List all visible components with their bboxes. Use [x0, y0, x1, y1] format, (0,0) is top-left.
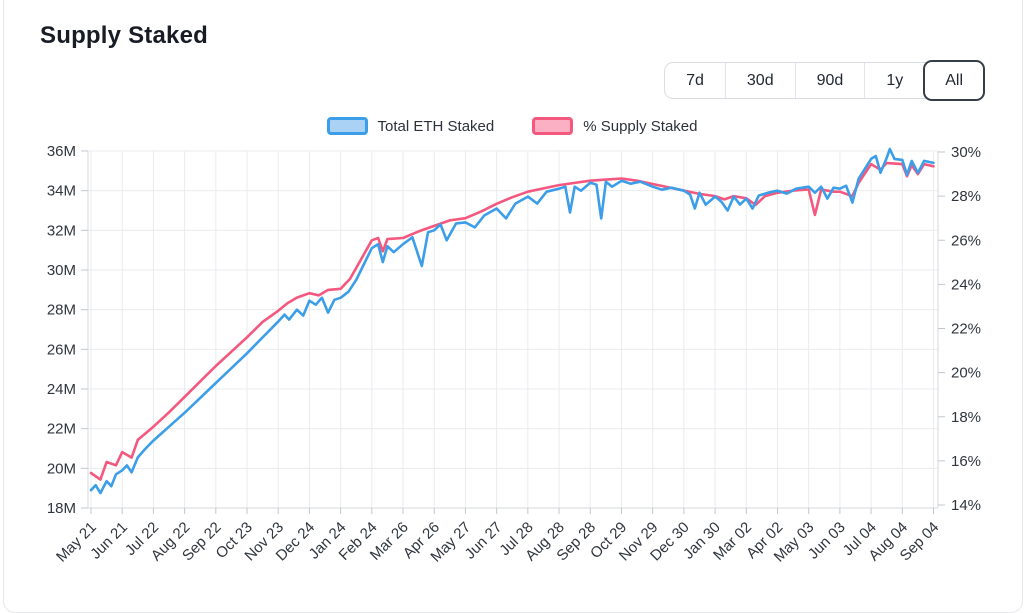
series-line--supply-staked[interactable]: [89, 161, 935, 481]
y-left-tick-label: 20M: [47, 460, 76, 477]
y-left-tick-label: 24M: [47, 381, 76, 398]
y-left-tick-label: 32M: [47, 222, 76, 239]
chart-legend: Total ETH Staked % Supply Staked: [0, 117, 1024, 135]
range-button-1y[interactable]: 1y: [864, 63, 924, 98]
chart-area: 18M 20M 22M 24M 26M 28M 30M 32M 34M 36M 14% 16% 18% 2…: [0, 140, 1024, 599]
y-right-tick-label: 16%: [951, 453, 981, 470]
y-left-tick-label: 28M: [47, 302, 76, 319]
legend-item--supply-staked[interactable]: % Supply Staked: [532, 117, 697, 135]
y-right-tick-label: 24%: [951, 276, 981, 293]
y-axis-left-labels: 18M 20M 22M 24M 26M 28M 30M 32M 34M 36M: [47, 143, 76, 517]
y-right-tick-label: 28%: [951, 188, 981, 205]
range-button-30d[interactable]: 30d: [724, 63, 795, 98]
x-tick-label: May 21: [53, 519, 100, 566]
range-button-90d[interactable]: 90d: [794, 63, 865, 98]
y-right-tick-label: 18%: [951, 409, 981, 426]
legend-swatch-icon: [532, 117, 574, 135]
y-left-tick-label: 34M: [47, 183, 76, 200]
y-right-tick-label: 20%: [951, 365, 981, 382]
chart-card: [3, 0, 1023, 613]
y-left-tick-label: 26M: [47, 341, 76, 358]
legend-item-total-eth-staked[interactable]: Total ETH Staked: [326, 117, 495, 135]
supply-staked-chart[interactable]: 18M 20M 22M 24M 26M 28M 30M 32M 34M 36M 14% 16% 18% 2…: [0, 140, 1024, 599]
y-axis-right-labels: 14% 16% 18% 20% 22% 24% 26% 28% 30%: [951, 144, 981, 514]
page-title: Supply Staked: [40, 22, 208, 49]
y-right-tick-label: 30%: [951, 144, 981, 161]
y-right-tick-label: 26%: [951, 232, 981, 249]
tick-marks: [81, 150, 945, 514]
axis-lines: [87, 151, 939, 509]
y-left-tick-label: 30M: [47, 262, 76, 279]
legend-swatch-icon: [326, 117, 368, 135]
y-left-tick-label: 18M: [47, 500, 76, 517]
y-left-tick-label: 22M: [47, 421, 76, 438]
range-button-all[interactable]: All: [923, 60, 985, 101]
legend-label: Total ETH Staked: [377, 117, 495, 135]
plot-area[interactable]: [88, 151, 938, 508]
y-right-tick-label: 14%: [951, 497, 981, 514]
y-left-tick-label: 36M: [47, 143, 76, 160]
legend-label: % Supply Staked: [583, 117, 698, 135]
range-button-7d[interactable]: 7d: [665, 63, 725, 98]
time-range-selector: 7d 30d 90d 1y All: [664, 60, 985, 101]
y-right-tick-label: 22%: [951, 321, 981, 338]
series-line-total-eth-staked[interactable]: [89, 147, 935, 495]
